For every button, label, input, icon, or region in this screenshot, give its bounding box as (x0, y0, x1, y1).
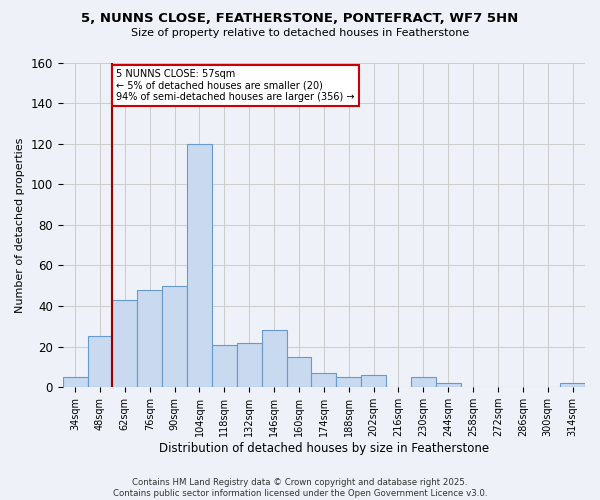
Bar (336, 377, 361, 387)
Bar (262, 330, 287, 387)
Bar (287, 357, 311, 387)
Bar (162, 286, 187, 387)
Text: Size of property relative to detached houses in Featherstone: Size of property relative to detached ho… (131, 28, 469, 38)
Bar (411, 377, 436, 387)
Bar (212, 344, 237, 387)
Bar (137, 290, 162, 387)
X-axis label: Distribution of detached houses by size in Featherstone: Distribution of detached houses by size … (159, 442, 489, 455)
Text: 5 NUNNS CLOSE: 57sqm
← 5% of detached houses are smaller (20)
94% of semi-detach: 5 NUNNS CLOSE: 57sqm ← 5% of detached ho… (116, 68, 355, 102)
Text: 5, NUNNS CLOSE, FEATHERSTONE, PONTEFRACT, WF7 5HN: 5, NUNNS CLOSE, FEATHERSTONE, PONTEFRACT… (82, 12, 518, 26)
Bar (112, 300, 137, 387)
Bar (62, 377, 88, 387)
Text: Contains HM Land Registry data © Crown copyright and database right 2025.
Contai: Contains HM Land Registry data © Crown c… (113, 478, 487, 498)
Bar (560, 383, 585, 387)
Bar (436, 383, 461, 387)
Bar (361, 375, 386, 387)
Bar (311, 373, 336, 387)
Bar (237, 342, 262, 387)
Y-axis label: Number of detached properties: Number of detached properties (15, 137, 25, 312)
Bar (187, 144, 212, 387)
Bar (88, 336, 112, 387)
